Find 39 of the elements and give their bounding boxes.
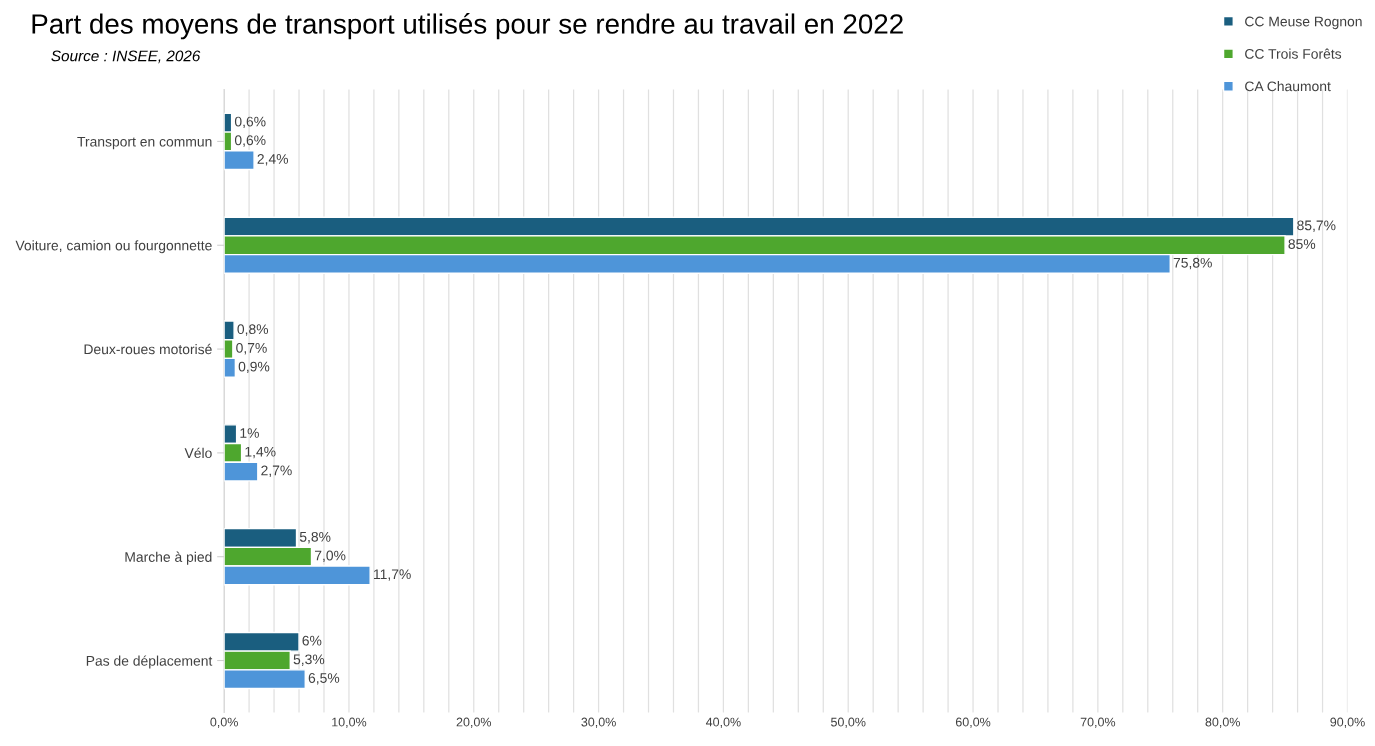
x-tick-label: 90,0% <box>1330 717 1365 728</box>
source-note: Source : INSEE, 2026 <box>51 50 201 64</box>
data-label: 11,7% <box>374 569 411 581</box>
data-label: 85% <box>1288 239 1316 249</box>
data-label: 6% <box>302 635 322 646</box>
data-label: 7,0% <box>314 550 346 563</box>
data-label: 85,7% <box>1297 220 1336 232</box>
x-tick-label: 0,0% <box>210 717 238 728</box>
legend-label: CC Trois Forêts <box>1245 48 1342 59</box>
data-label: 0,7% <box>236 342 267 355</box>
data-label: 0,9% <box>238 361 270 374</box>
chart-title: Part des moyens de transport utilisés pour se rendre au travail en 2022 <box>32 13 903 40</box>
x-tick-label: 50,0% <box>831 717 866 728</box>
legend-label: CA Chaumont <box>1245 81 1331 92</box>
data-label: 2,4% <box>257 154 289 166</box>
data-label: 0,8% <box>237 324 269 336</box>
y-tick-label: Deux-roues motorisé <box>84 343 212 355</box>
y-tick-label: Voiture, camion ou fourgonnette <box>15 240 212 254</box>
legend-label: CC Meuse Rognon <box>1245 16 1362 30</box>
y-tick-label: Marche à pied <box>125 551 212 565</box>
x-tick-label: 70,0% <box>1080 717 1116 728</box>
x-tick-label: 60,0% <box>955 717 991 728</box>
x-tick-label: 30,0% <box>581 717 616 728</box>
x-tick-label: 10,0% <box>332 717 367 728</box>
data-label: 1,4% <box>245 446 276 459</box>
y-tick-label: Vélo <box>184 447 212 459</box>
data-label: 5,8% <box>299 531 331 544</box>
y-tick-label: Pas de déplacement <box>86 655 213 669</box>
data-label: 2,7% <box>261 465 292 477</box>
x-tick-label: 80,0% <box>1205 717 1240 728</box>
x-tick-label: 40,0% <box>705 717 741 728</box>
data-label: 0,6% <box>234 116 266 129</box>
x-tick-label: 20,0% <box>456 717 492 728</box>
data-label: 5,3% <box>293 654 325 666</box>
data-label: 75,8% <box>1173 257 1212 270</box>
data-label: 1% <box>240 428 259 438</box>
data-label: 0,6% <box>234 135 266 147</box>
data-label: 6,5% <box>308 673 340 685</box>
y-tick-label: Transport en commun <box>77 136 212 150</box>
